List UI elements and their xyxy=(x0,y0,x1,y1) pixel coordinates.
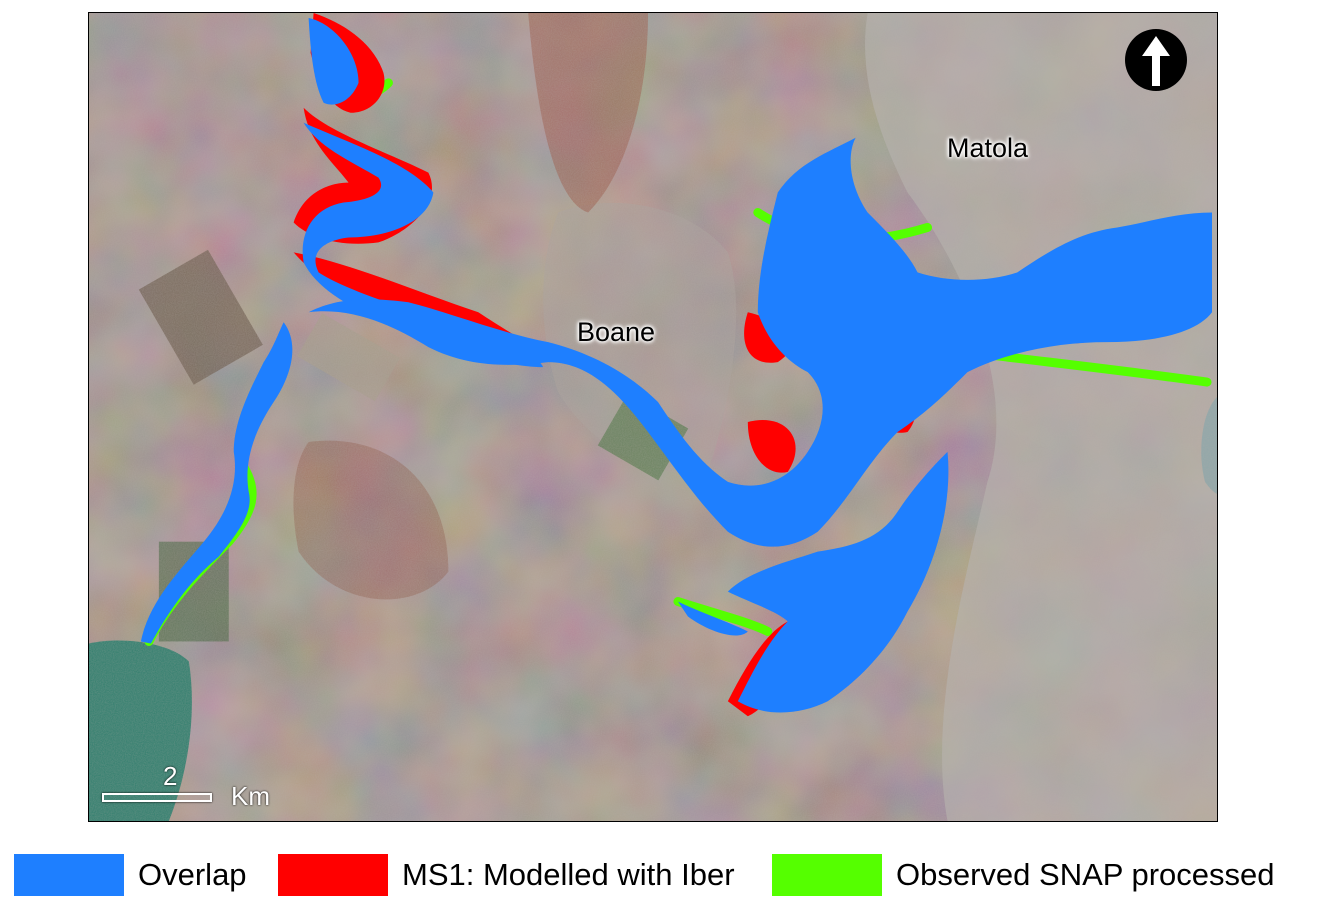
legend-swatch-overlap xyxy=(14,854,124,896)
legend-swatch-modelled xyxy=(278,854,388,896)
scale-bar-value: 2 xyxy=(163,761,178,791)
place-label-boane: Boane xyxy=(577,317,656,347)
legend-label-overlap: Overlap xyxy=(138,857,247,892)
legend-item-overlap: Overlap xyxy=(14,852,247,898)
scale-bar-unit: Km xyxy=(231,781,270,811)
scale-bar: 2 Km xyxy=(99,761,299,811)
overlap-layer xyxy=(140,17,1213,713)
place-label-matola: Matola xyxy=(947,133,1029,163)
scale-bar-line xyxy=(102,793,212,802)
legend-item-modelled: MS1: Modelled with Iber xyxy=(278,852,735,898)
north-arrow-icon xyxy=(1125,29,1187,91)
legend-item-observed: Observed SNAP processed xyxy=(772,852,1275,898)
satellite-map: Matola Boane 2 Km xyxy=(88,12,1218,822)
legend-label-modelled: MS1: Modelled with Iber xyxy=(402,857,735,892)
legend: Overlap MS1: Modelled with Iber Observed… xyxy=(0,852,1332,902)
map-imagery xyxy=(89,13,1217,821)
legend-swatch-observed xyxy=(772,854,882,896)
legend-label-observed: Observed SNAP processed xyxy=(896,857,1275,892)
